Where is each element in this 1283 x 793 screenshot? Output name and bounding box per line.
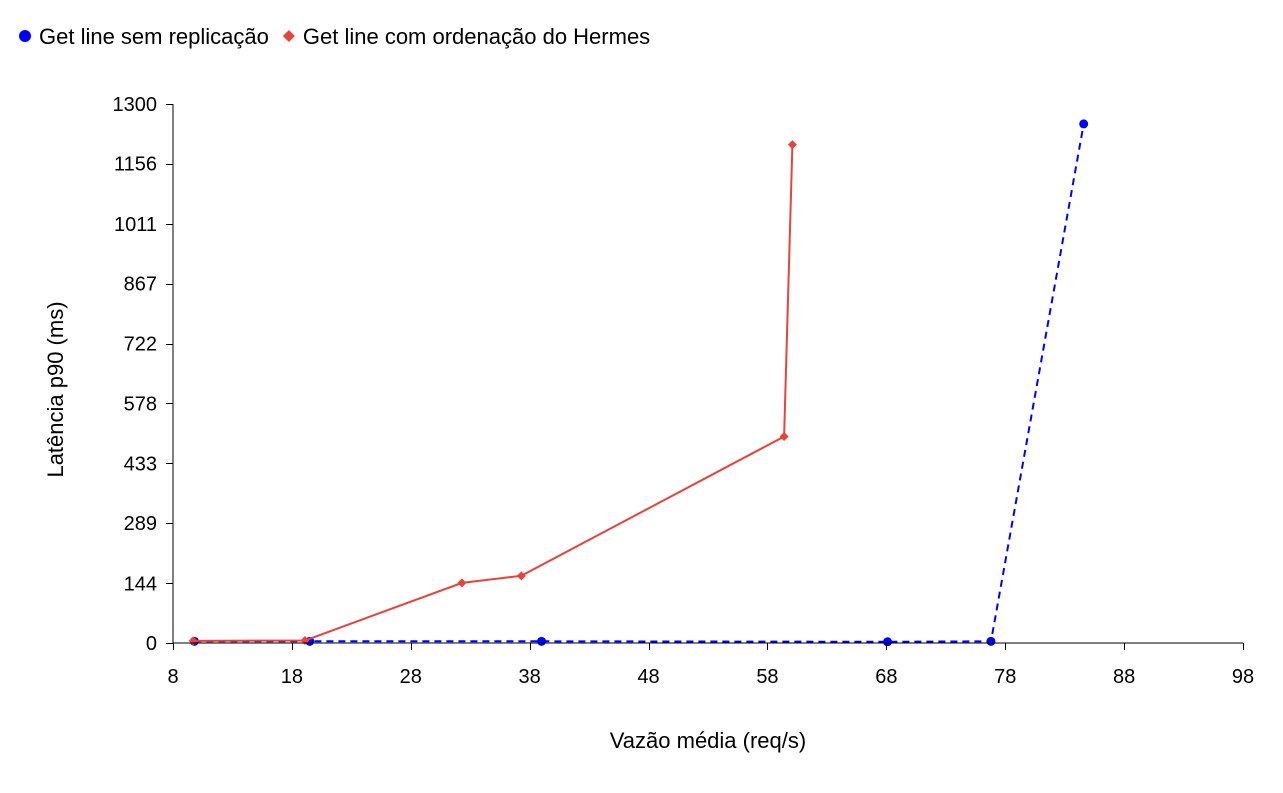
data-point — [883, 637, 893, 647]
legend: Get line sem replicação Get line com orde… — [19, 24, 650, 49]
legend-label: Get line sem replicação — [39, 24, 269, 49]
y-tick-label: 433 — [124, 453, 157, 475]
x-tick-label: 58 — [756, 666, 778, 688]
y-axis-title: Latência p90 (ms) — [43, 301, 68, 477]
x-tick-label: 38 — [519, 666, 541, 688]
series-1 — [189, 119, 1089, 647]
data-point — [779, 432, 789, 442]
x-tick-label: 48 — [637, 666, 659, 688]
data-point — [457, 578, 467, 588]
y-tick-label: 0 — [146, 633, 157, 655]
y-axis-ticks: 0 144 289 433 578 722 867 1011 1156 1300 — [113, 94, 173, 655]
plot-area — [188, 119, 1089, 647]
x-tick-label: 88 — [1113, 666, 1135, 688]
x-tick-label: 68 — [875, 666, 897, 688]
x-tick-label: 78 — [994, 666, 1016, 688]
legend-marker — [282, 30, 295, 42]
x-tick-label: 98 — [1232, 666, 1254, 688]
y-tick-label: 1300 — [113, 94, 158, 116]
data-point — [1079, 119, 1089, 129]
y-tick-label: 289 — [124, 513, 157, 535]
legend-marker — [19, 30, 31, 42]
x-tick-label: 8 — [167, 666, 178, 688]
y-tick-label: 867 — [124, 274, 157, 296]
data-point — [537, 636, 547, 646]
x-tick-label: 28 — [400, 666, 422, 688]
y-tick-label: 578 — [124, 393, 157, 415]
legend-item-1: Get line sem replicação — [19, 24, 269, 49]
legend-item-2: Get line com ordenação do Hermes — [282, 24, 650, 49]
y-tick-label: 1011 — [114, 214, 157, 236]
x-axis-ticks: 8 18 28 38 48 58 68 78 88 98 — [167, 643, 1254, 688]
axes — [172, 104, 1243, 644]
y-tick-label: 1156 — [114, 154, 157, 176]
legend-label: Get line com ordenação do Hermes — [303, 24, 650, 49]
series-line — [194, 123, 1085, 643]
x-axis-title: Vazão média (req/s) — [610, 728, 806, 753]
data-point — [516, 571, 526, 581]
x-tick-label: 18 — [281, 666, 303, 688]
y-tick-label: 144 — [124, 573, 157, 595]
series-2 — [188, 140, 797, 646]
data-point — [986, 636, 996, 646]
series-line — [193, 144, 794, 642]
data-point — [787, 140, 797, 150]
y-tick-label: 722 — [124, 334, 157, 356]
